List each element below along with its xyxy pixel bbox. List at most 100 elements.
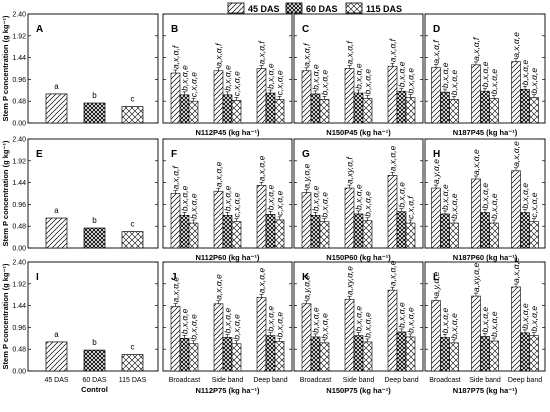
bar-1 xyxy=(45,217,68,249)
bar-1-3 xyxy=(319,342,330,372)
bar-annotation: b,x,α,e xyxy=(311,307,321,333)
panel-J: Ja,x,α,eb,x,α,e b,x,α,eBroadcasta,x,α,eb,… xyxy=(162,261,293,395)
bar-annotation: a,x,α,f xyxy=(214,42,224,67)
bar-3-2 xyxy=(396,331,407,372)
bar-2-3 xyxy=(362,220,373,249)
bar-2-2 xyxy=(353,335,364,372)
bar-3-3 xyxy=(529,221,539,249)
bar-3-1 xyxy=(387,289,398,372)
y-tick-label: 0.00 xyxy=(12,369,26,376)
bar-annotation: b,x,α,e xyxy=(406,68,416,94)
bar-3 xyxy=(121,354,144,372)
y-tick-label: 0.96 xyxy=(12,325,26,332)
bar-annotation: b,x,α,e xyxy=(363,69,373,95)
bar-annotation: b,x,α,e xyxy=(449,69,459,95)
bar-annotation: b,x,α,e xyxy=(311,185,321,211)
legend-swatch-1 xyxy=(227,2,245,14)
y-axis-label: Stem P concentration (g kg⁻¹) xyxy=(1,15,10,121)
bar-annotation: a,y,α,e xyxy=(302,163,312,188)
y-tick-label: 0.48 xyxy=(12,224,26,231)
bar-2-3 xyxy=(231,99,242,124)
bar-annotation: a,x,α,e xyxy=(511,32,521,58)
bar-annotation: b,x,α,e xyxy=(520,183,530,209)
legend-swatch-2 xyxy=(285,2,303,14)
bar-annotation: b,x,α,e xyxy=(440,62,450,88)
bar-2-2 xyxy=(222,215,233,249)
bar-annotation: c,x,α,e xyxy=(275,70,285,95)
bar-2-3 xyxy=(231,221,242,249)
panel-I: 0.00 0.48 0.96 1.44 1.92 2.40 Ia b c 45 DAS 60 DAS… xyxy=(12,260,159,394)
bar-1-3 xyxy=(188,343,199,372)
bar-annotation: b,x,α,e xyxy=(440,307,450,333)
bar-3-2 xyxy=(265,335,276,372)
bar-annotation: a,x,α,e xyxy=(257,155,267,181)
bar-1-2 xyxy=(179,94,190,124)
bar-annotation: a,y,α,e xyxy=(302,275,312,300)
bar-3-2 xyxy=(520,332,530,372)
bar-annotation: b,x,α,e xyxy=(180,65,190,91)
panel-letter: G xyxy=(302,149,310,160)
bar-annotation: a,x,α,f xyxy=(471,36,481,61)
bar-1 xyxy=(45,93,68,124)
bar-annotation: b,x,α,e xyxy=(529,68,539,94)
bar-annotation: a,xy,α,e xyxy=(345,266,355,296)
bar-2-2 xyxy=(480,336,490,372)
bar-annotation: b,x,α,e xyxy=(232,314,242,340)
panel-letter: I xyxy=(36,272,39,283)
y-axis-labels: Stem P concentration (g kg⁻¹) Stem P conc… xyxy=(1,15,10,369)
bar-annotation: b,x,α,e xyxy=(266,184,276,210)
y-tick-label: 1.44 xyxy=(12,55,26,62)
bar-annotation: c,x,α,e xyxy=(189,72,199,97)
bar-3 xyxy=(121,231,144,249)
bar-1-3 xyxy=(449,99,459,124)
category-label: Broadcast xyxy=(429,377,461,384)
bar-2-2 xyxy=(480,90,490,124)
bar-1-2 xyxy=(440,337,450,372)
bar-annotation: b,x,α,e xyxy=(480,183,490,209)
bar-1-3 xyxy=(319,99,330,124)
bar-1-3 xyxy=(449,222,459,249)
y-tick-label: 1.92 xyxy=(12,33,26,40)
bar-annotation: a,x,α,e xyxy=(214,274,224,300)
panel-letter: B xyxy=(171,24,178,35)
bar-annotation: b,x,α,e xyxy=(180,308,190,334)
panel-C: Ca,x,α,fb,x,α,e b,x,α,ea,x,α,fb,x,α,e b,x,… xyxy=(293,13,424,137)
category-label: Side band xyxy=(212,377,244,384)
bar-annotation: b,x,α,e xyxy=(223,185,233,211)
bar-3-3 xyxy=(274,341,285,372)
bar-2-3 xyxy=(489,222,499,249)
y-tick-label: 0.96 xyxy=(12,202,26,209)
y-tick-label: 0.96 xyxy=(12,77,26,84)
bar-annotation: c,x,α,e xyxy=(529,192,539,217)
bar-annotation: b,x,α,e xyxy=(320,69,330,95)
bar-2-3 xyxy=(489,340,499,372)
x-axis-label: N112P60 (kg ha⁻¹) xyxy=(196,253,260,262)
bar-annotation: a,x,α,e xyxy=(171,277,181,303)
bar-annotation: b xyxy=(92,338,97,347)
y-tick-label: 2.40 xyxy=(12,12,26,19)
y-tick-label: 0.48 xyxy=(12,99,26,106)
bar-annotation: a xyxy=(54,330,59,339)
bar-annotation: a xyxy=(54,82,59,91)
legend: 45 DAS 60 DAS 115 DAS xyxy=(227,2,402,14)
bar-annotation: b,x,α,e xyxy=(449,193,459,219)
y-tick-label: 2.40 xyxy=(12,137,26,144)
bar-annotation: b,x,α,e xyxy=(189,193,199,219)
y-tick-label: 0.00 xyxy=(12,121,26,128)
y-tick-label: 1.92 xyxy=(12,281,26,288)
bar-3-3 xyxy=(274,99,285,124)
bar-annotation: c,x,α,f xyxy=(406,195,416,219)
panel-letter: E xyxy=(36,149,43,160)
y-tick-label: 0.48 xyxy=(12,347,26,354)
bar-2-3 xyxy=(231,343,242,372)
bar-annotation: b,x,α,e xyxy=(489,311,499,337)
bar-annotation: b,x,α,e xyxy=(354,184,364,210)
bar-annotation: c xyxy=(131,343,135,352)
bar-1-2 xyxy=(440,91,450,124)
bar-annotation: a,xy,α,f xyxy=(345,156,355,185)
category-label: 45 DAS xyxy=(44,377,68,384)
bar-annotation: c,x,α,e xyxy=(275,190,285,215)
bar-2 xyxy=(83,227,106,249)
bar-annotation: a,x,α,e xyxy=(388,260,398,286)
